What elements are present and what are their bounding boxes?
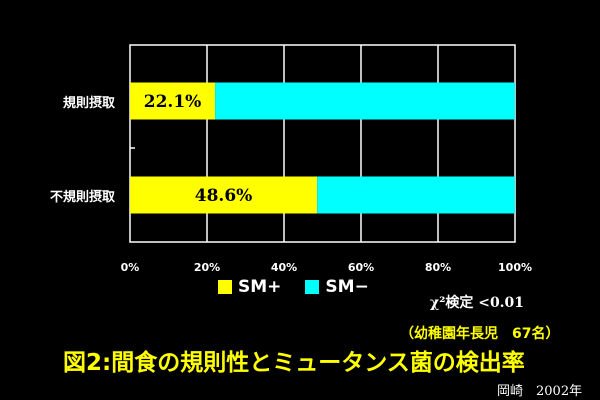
bar-sm-minus-1 — [317, 176, 515, 214]
category-label-0: 規則摂取 — [62, 96, 115, 111]
data-labels: 22.1% 48.6% — [144, 92, 253, 206]
x-tick-label-4: 80% — [424, 261, 452, 274]
legend-swatch-sm-plus — [218, 280, 232, 294]
data-label-1: 48.6% — [195, 186, 253, 206]
x-tick-label-0: 0% — [120, 261, 140, 274]
data-label-0: 22.1% — [144, 92, 202, 112]
legend-item-sm-plus: SM+ — [218, 277, 281, 297]
x-tick-label-1: 20% — [193, 261, 221, 274]
x-tick-label-3: 60% — [347, 261, 375, 274]
bars — [130, 82, 515, 214]
legend-label-sm-plus: SM+ — [238, 277, 282, 297]
bar-sm-plus-1 — [130, 176, 318, 214]
x-tick-label-2: 40% — [270, 261, 298, 274]
legend-label-sm-minus: SM− — [325, 277, 369, 297]
bar-sm-minus-0 — [215, 82, 515, 120]
category-label-1: 不規則摂取 — [49, 190, 115, 205]
credit: 岡崎 2002年 — [497, 384, 583, 399]
legend-swatch-sm-minus — [305, 280, 320, 294]
legend-item-sm-minus: SM− — [305, 277, 369, 297]
legend: SM+ SM− — [218, 277, 385, 297]
stat-test: χ²検定 <0.01 — [430, 295, 525, 311]
bar-sm-plus-0 — [130, 82, 216, 120]
sample-note: （幼稚園年長児 67名） — [400, 326, 560, 342]
figure-title: 図2:間食の規則性とミュータンス菌の検出率 — [63, 350, 525, 376]
x-tick-label-5: 100% — [498, 261, 532, 274]
